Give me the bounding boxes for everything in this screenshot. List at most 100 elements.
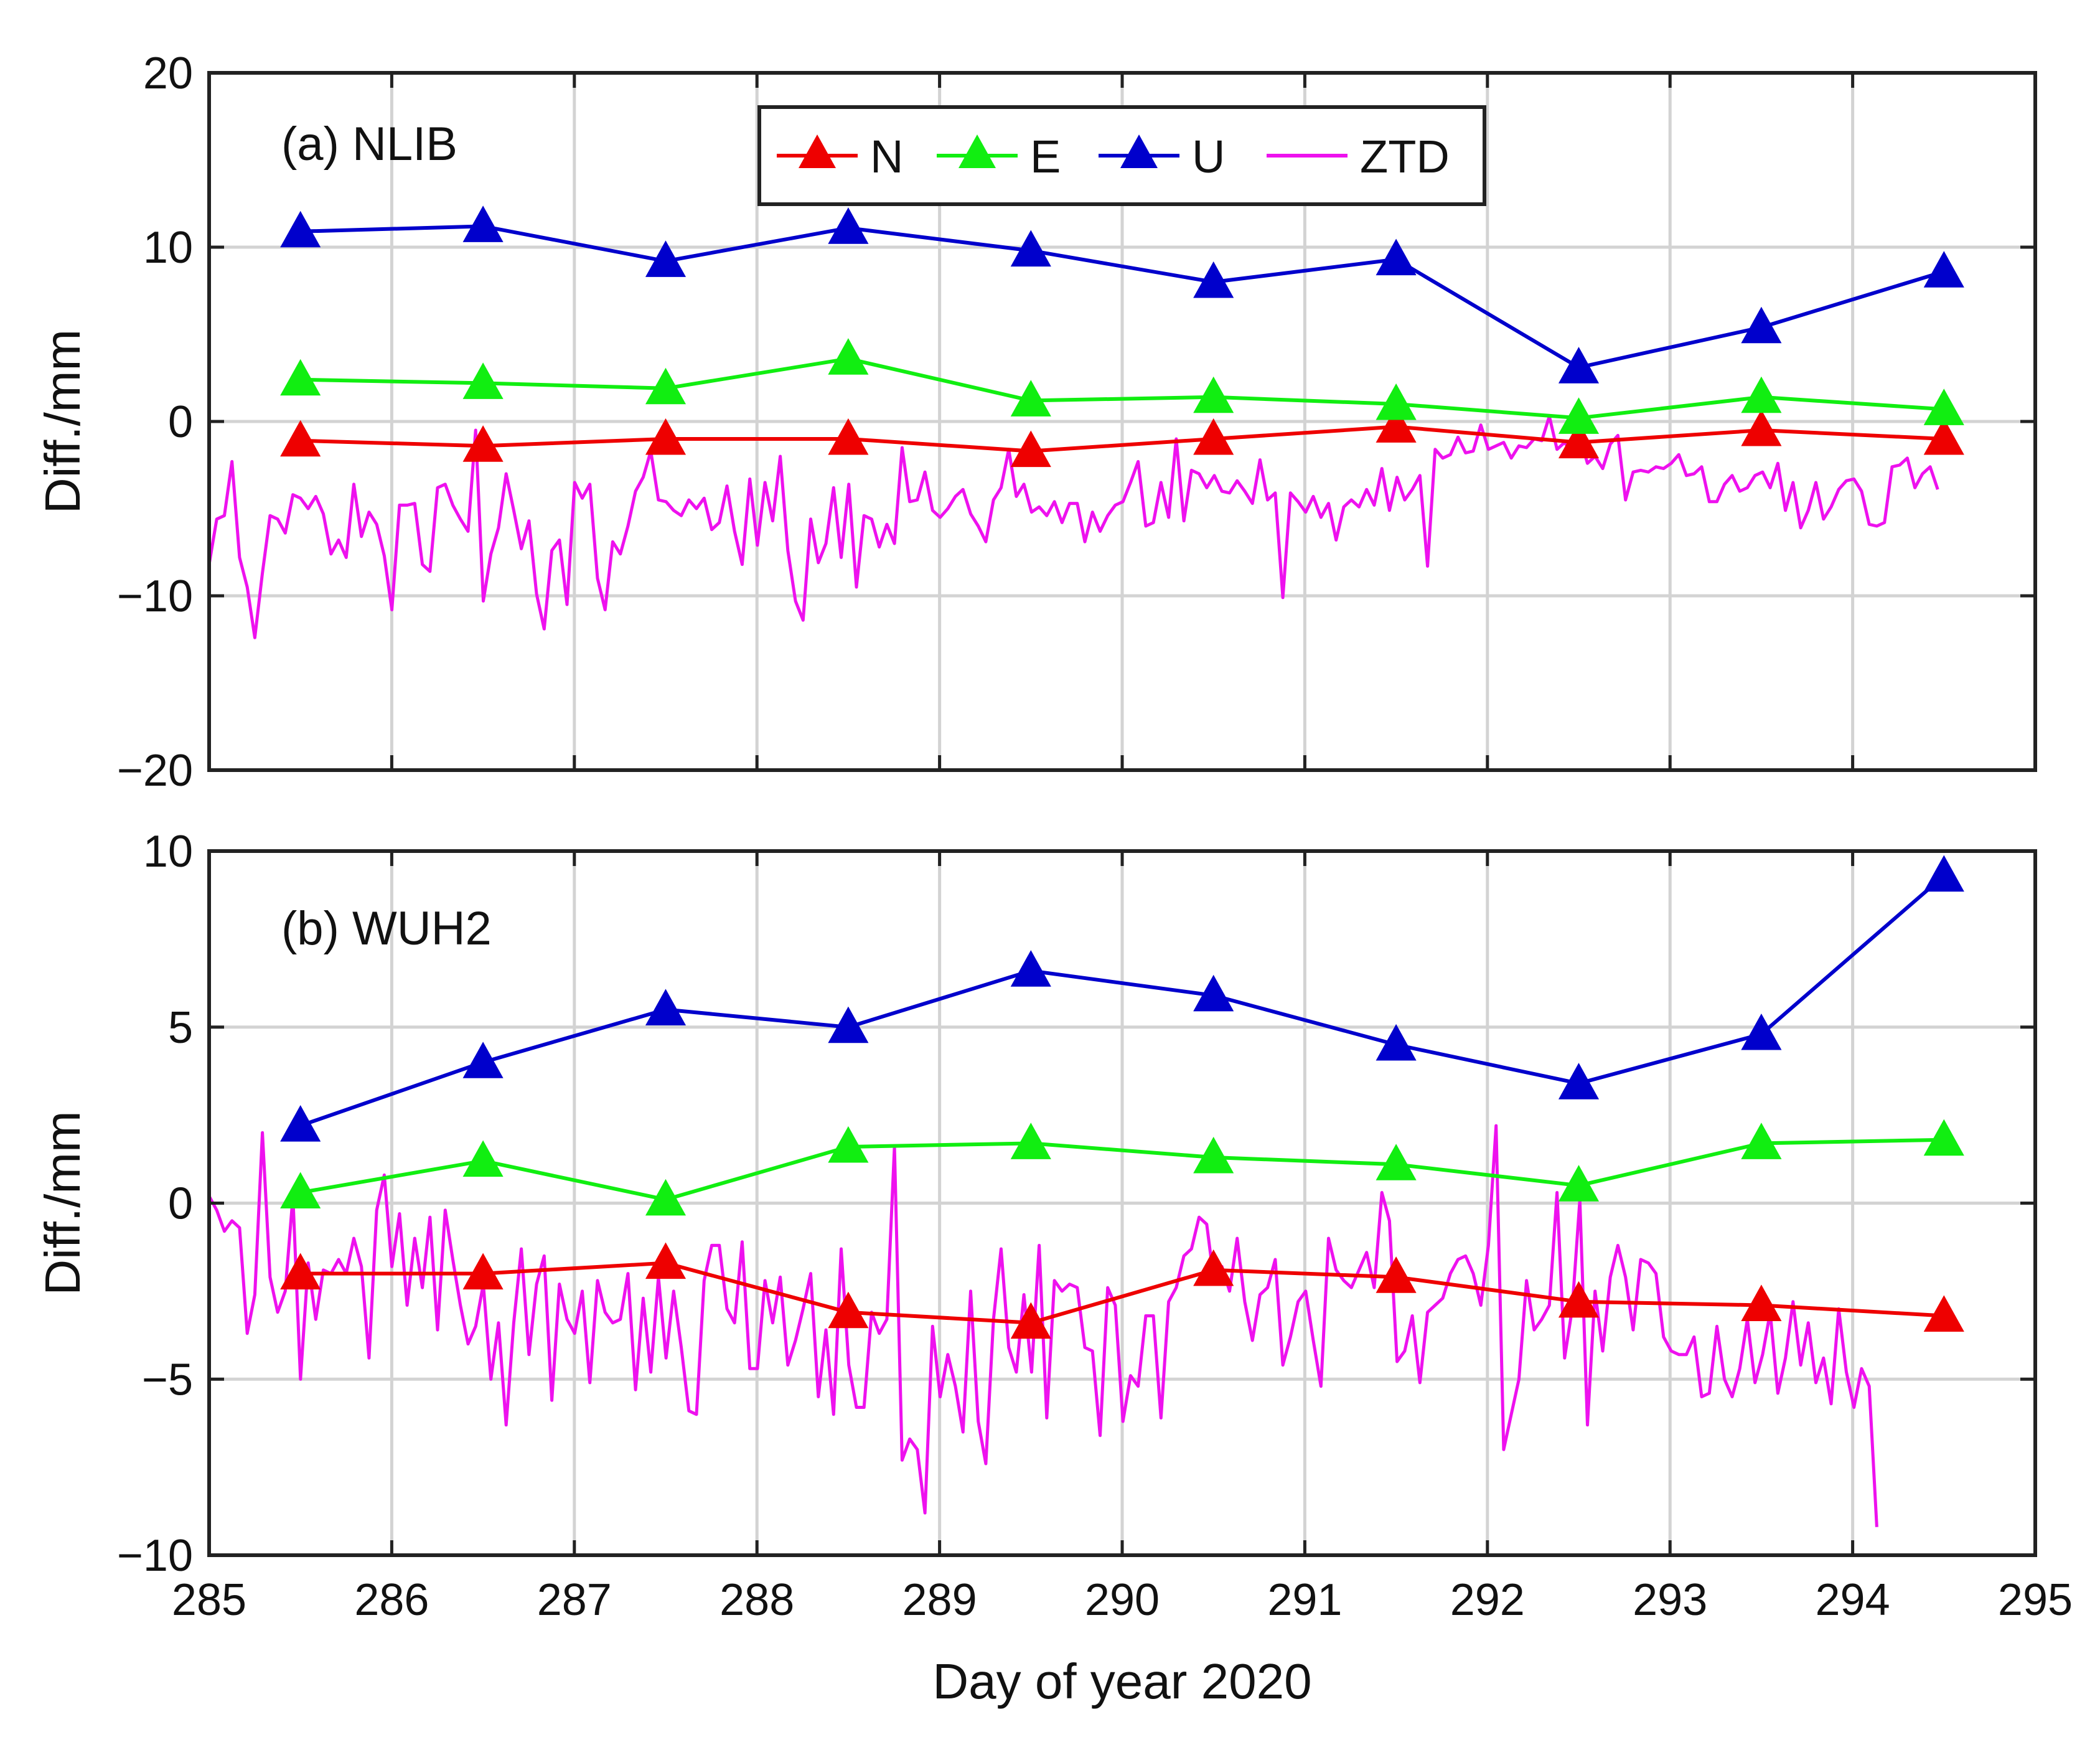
panel-b-ylabel: Diff./mm [35,1111,90,1295]
panel-a-n-marker [1558,421,1600,459]
panel-b-e-marker [645,1179,687,1216]
panel-a-u-marker [1558,347,1600,384]
panel-a-e-marker [1193,376,1234,413]
x-tick-label: 295 [1998,1575,2073,1625]
panel-b-u-marker [462,1042,504,1078]
x-axis-title: Day of year 2020 [932,1654,1311,1709]
panel-b-ytick-label: 0 [168,1179,193,1229]
panel-b-ticks: −10 −5 0 5 10 285 286 287 288 289 290 291 292 293 294 2… [117,827,2073,1625]
panel-b-n-marker [1741,1284,1782,1321]
panel-a-u-marker [462,205,504,242]
panel-a-e-marker [1923,388,1964,425]
legend-items: N E U ZTD [777,131,1450,182]
panel-b-n-marker [462,1253,504,1290]
panel-b-n-marker [645,1242,687,1279]
panel-a-u-marker [828,207,869,244]
panel-a-ticks: −20 −10 0 10 20 [117,49,2037,796]
panel-a-n-marker [828,418,869,455]
panel-a-u-marker [1923,251,1964,288]
legend-label-u: U [1192,131,1225,182]
panel-b-series [207,855,1964,1527]
panel-a-n-marker [1741,409,1782,446]
x-tick-label: 291 [1267,1575,1342,1625]
panel-a-u-marker [280,210,321,248]
legend-item-u: U [1099,131,1225,182]
panel-a-u-marker [645,240,687,277]
panel-a-e-marker [1558,397,1600,434]
panel-b-series-e [280,1119,1964,1216]
panel-a-u-marker [1193,261,1234,298]
panel-b-e-marker [1010,1123,1051,1159]
panel-b-u-marker [1193,974,1234,1012]
panel-a-e-line [300,357,1944,420]
panel-a-n-marker [1193,418,1234,455]
panel-a-n-marker [462,425,504,462]
legend-item-e: E [937,131,1061,182]
panel-b-e-marker [280,1172,321,1209]
panel-b-n-marker [280,1253,321,1290]
x-tick-label: 287 [537,1575,612,1625]
panel-a-u-marker [1010,230,1051,267]
panel-a-n-marker [280,420,321,457]
panel-b-n-marker [1010,1302,1051,1339]
panel-b-n-marker [1193,1249,1234,1286]
panel-b-e-marker [1376,1144,1417,1180]
panel-b-series-n [280,1242,1964,1339]
panel-a-ztd-line [207,415,1939,639]
panel-b-label: (b) WUH2 [281,902,492,955]
panel-a-series-u [280,205,1964,384]
panel-a-n-marker [1376,406,1417,443]
panel-a-series-n [280,406,1964,468]
panel-b-e-marker [1558,1165,1600,1202]
panel-b-ytick-label: 5 [168,1003,193,1053]
legend-label-n: N [870,131,903,182]
panel-b-n-line [300,1261,1944,1325]
x-tick-label: 294 [1816,1575,1890,1625]
legend-item-n: N [777,131,903,182]
x-tick-label: 293 [1633,1575,1707,1625]
legend-label-ztd: ZTD [1360,131,1450,182]
legend-marker-n [799,134,836,168]
panel-a-ytick-label: −20 [117,746,193,796]
panel-b-e-marker [828,1126,869,1163]
panel-a-ytick-label: 10 [143,223,193,273]
panel-b-e-line [300,1137,1944,1202]
x-tick-label: 288 [720,1575,794,1625]
panel-a-u-marker [1376,238,1417,276]
panel-a-e-marker [1010,380,1051,417]
panel-b-u-marker [1923,855,1964,892]
panel-a-label: (a) NLIB [281,118,457,171]
panel-a-ylabel: Diff./mm [35,329,90,514]
x-tick-label: 292 [1450,1575,1525,1625]
panel-b-u-line [299,874,1946,1127]
legend-marker-e [959,134,996,168]
x-tick-label: 285 [172,1575,246,1625]
legend-marker-u [1120,134,1158,168]
panel-a-ytick-label: 20 [143,49,193,98]
panel-a-n-marker [1010,430,1051,468]
panel-a-e-marker [1741,376,1782,413]
panel-a-e-marker [280,359,321,396]
panel-b-u-marker [1010,950,1051,987]
panel-a-series-e [280,338,1964,434]
panel-b-u-marker [1376,1024,1417,1061]
panel-a-n-marker [1923,418,1964,455]
panel-b-u-marker [645,989,687,1025]
x-tick-label: 290 [1085,1575,1160,1625]
panel-a-e-marker [645,367,687,405]
panel-b-ytick-label: 10 [143,827,193,877]
panel-a-e-marker [462,362,504,399]
panel-b-u-marker [280,1105,321,1142]
panel-b: −10 −5 0 5 10 285 286 287 288 289 290 291 292 293 294 2… [35,827,2073,1625]
panel-a-u-marker [1741,306,1782,344]
panel-a-ytick-label: −10 [117,572,193,621]
panel-b-series-u [280,855,1964,1142]
panel-a-series-ztd [207,415,1939,639]
panel-b-e-marker [462,1140,504,1177]
panel-b-e-marker [1741,1123,1782,1159]
x-tick-label: 286 [354,1575,429,1625]
panel-b-n-marker [1558,1281,1600,1318]
panel-a-ytick-label: 0 [168,397,193,447]
legend-item-ztd: ZTD [1267,131,1450,182]
panel-b-n-marker [828,1291,869,1329]
